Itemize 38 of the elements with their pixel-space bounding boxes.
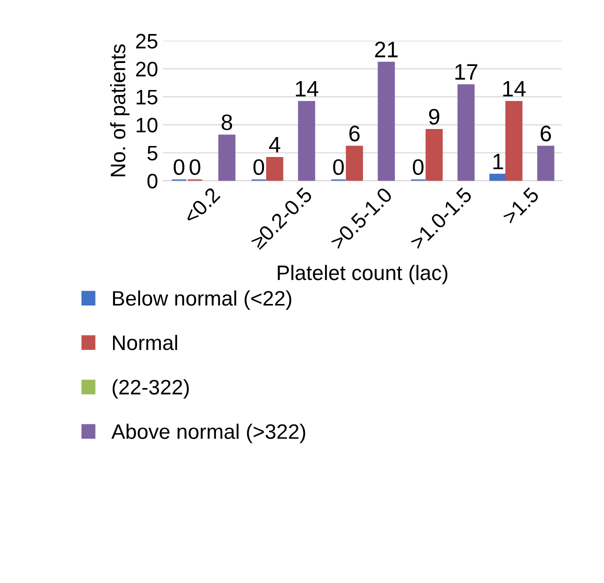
data-label: 8 bbox=[222, 114, 232, 130]
bar bbox=[266, 156, 284, 181]
data-label: 0 bbox=[253, 159, 264, 175]
bar bbox=[426, 128, 443, 181]
bar bbox=[505, 100, 522, 181]
x-axis-title: Platelet count (lac) bbox=[278, 264, 448, 284]
data-label: 0 bbox=[174, 159, 184, 175]
y-tick-label: 20 bbox=[136, 62, 158, 77]
legend-label: Above normal (>322) bbox=[111, 424, 306, 444]
data-label: 0 bbox=[412, 159, 424, 175]
bar bbox=[457, 84, 475, 181]
data-label: 1 bbox=[493, 154, 504, 170]
data-label: 6 bbox=[540, 126, 551, 142]
bar bbox=[218, 134, 236, 181]
data-label: 6 bbox=[349, 126, 360, 142]
bar bbox=[489, 174, 507, 181]
data-label: 17 bbox=[455, 64, 478, 80]
data-label: 0 bbox=[333, 159, 344, 175]
legend-label: (22-322) bbox=[112, 379, 189, 399]
data-label: 14 bbox=[503, 81, 526, 96]
x-tick-label: <0.2 bbox=[182, 186, 221, 225]
data-label: 14 bbox=[296, 81, 318, 96]
bar bbox=[346, 146, 363, 181]
y-tick-label: 0 bbox=[147, 174, 158, 188]
y-axis-title: No. of patients bbox=[110, 44, 130, 176]
y-tick-label: 25 bbox=[136, 34, 158, 49]
bar bbox=[298, 100, 316, 181]
data-label: 4 bbox=[269, 137, 280, 152]
y-tick-label: 10 bbox=[136, 118, 158, 133]
data-label: 21 bbox=[375, 42, 398, 58]
data-label: 0 bbox=[190, 159, 200, 175]
y-tick-label: 5 bbox=[147, 146, 158, 160]
data-label: 9 bbox=[429, 108, 440, 125]
y-tick-label: 15 bbox=[136, 90, 158, 105]
legend-label: Normal bbox=[113, 334, 178, 350]
legend-label: Below normal (<22) bbox=[113, 290, 292, 310]
bar bbox=[537, 146, 554, 181]
bar bbox=[378, 62, 395, 181]
